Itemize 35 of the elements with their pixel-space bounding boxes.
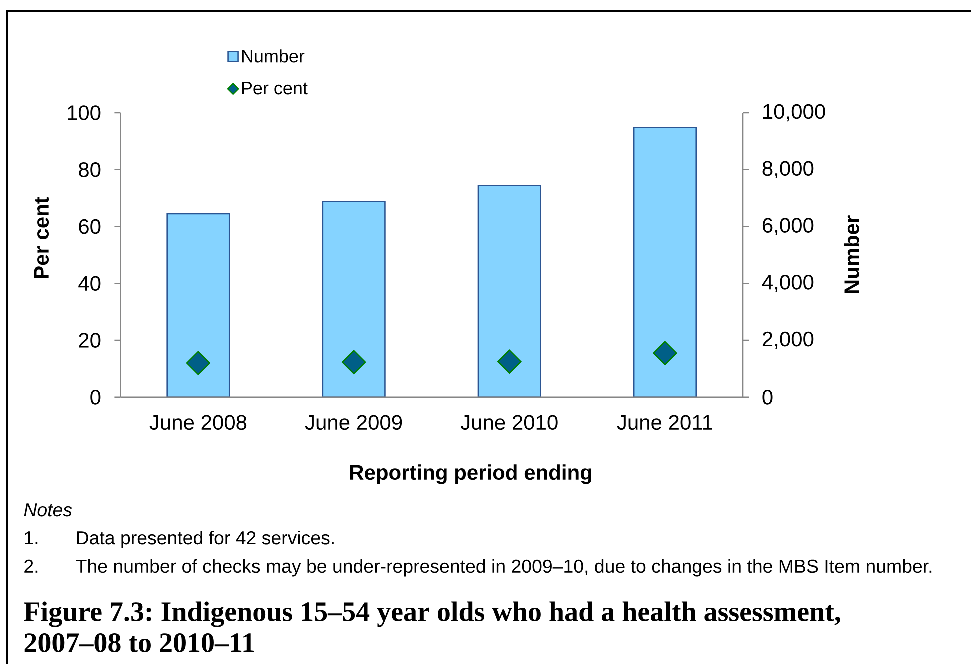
x-tick-label: June 2009 [305, 415, 402, 430]
point [498, 350, 522, 374]
y-tick-label: 60 [79, 219, 101, 234]
bar [166, 213, 230, 398]
text: Figure 7.3: Indigenous 15–54 year olds who had a health assessment, 2007–08 to 2010–11 [24, 602, 840, 652]
y2-tick-label: 2,000 [762, 332, 814, 350]
x-tick-label: June 2010 [460, 415, 558, 430]
y2-axis-title: Number [844, 216, 860, 294]
y2-tick-label: 0 [762, 390, 773, 405]
text: The number of checks may be under-represented in 2009–10, due to changes in the MBS Item number. [76, 559, 932, 577]
y-tick-label: 0 [90, 390, 101, 405]
point [653, 341, 678, 366]
point [342, 350, 366, 375]
y2-tick-label: 10,000 [764, 104, 826, 122]
x-tick-label: June 2008 [150, 415, 247, 430]
y2-tick-label: 4,000 [762, 274, 814, 292]
text: Data presented for 42 services. [77, 530, 334, 548]
y-tick-label: 40 [78, 276, 101, 292]
y-tick-label: 20 [79, 333, 101, 348]
legend-label: Per cent [242, 82, 308, 95]
text: 1. [25, 532, 38, 545]
text: 2. [24, 560, 38, 573]
x-axis-title: Reporting period ending [350, 464, 592, 484]
x-tick-label: June 2011 [617, 415, 712, 430]
bar [322, 201, 386, 398]
y2-tick-label: 6,000 [762, 218, 814, 236]
bar [633, 127, 698, 398]
y-axis-title: Per cent [34, 197, 50, 279]
y2-tick-label: 8,000 [762, 161, 814, 179]
point [186, 351, 211, 376]
text: Notes [24, 504, 72, 517]
legend-label: Number [242, 50, 305, 63]
y-tick-label: 80 [79, 162, 101, 178]
bar [478, 185, 542, 398]
y-tick-label: 100 [68, 106, 101, 120]
